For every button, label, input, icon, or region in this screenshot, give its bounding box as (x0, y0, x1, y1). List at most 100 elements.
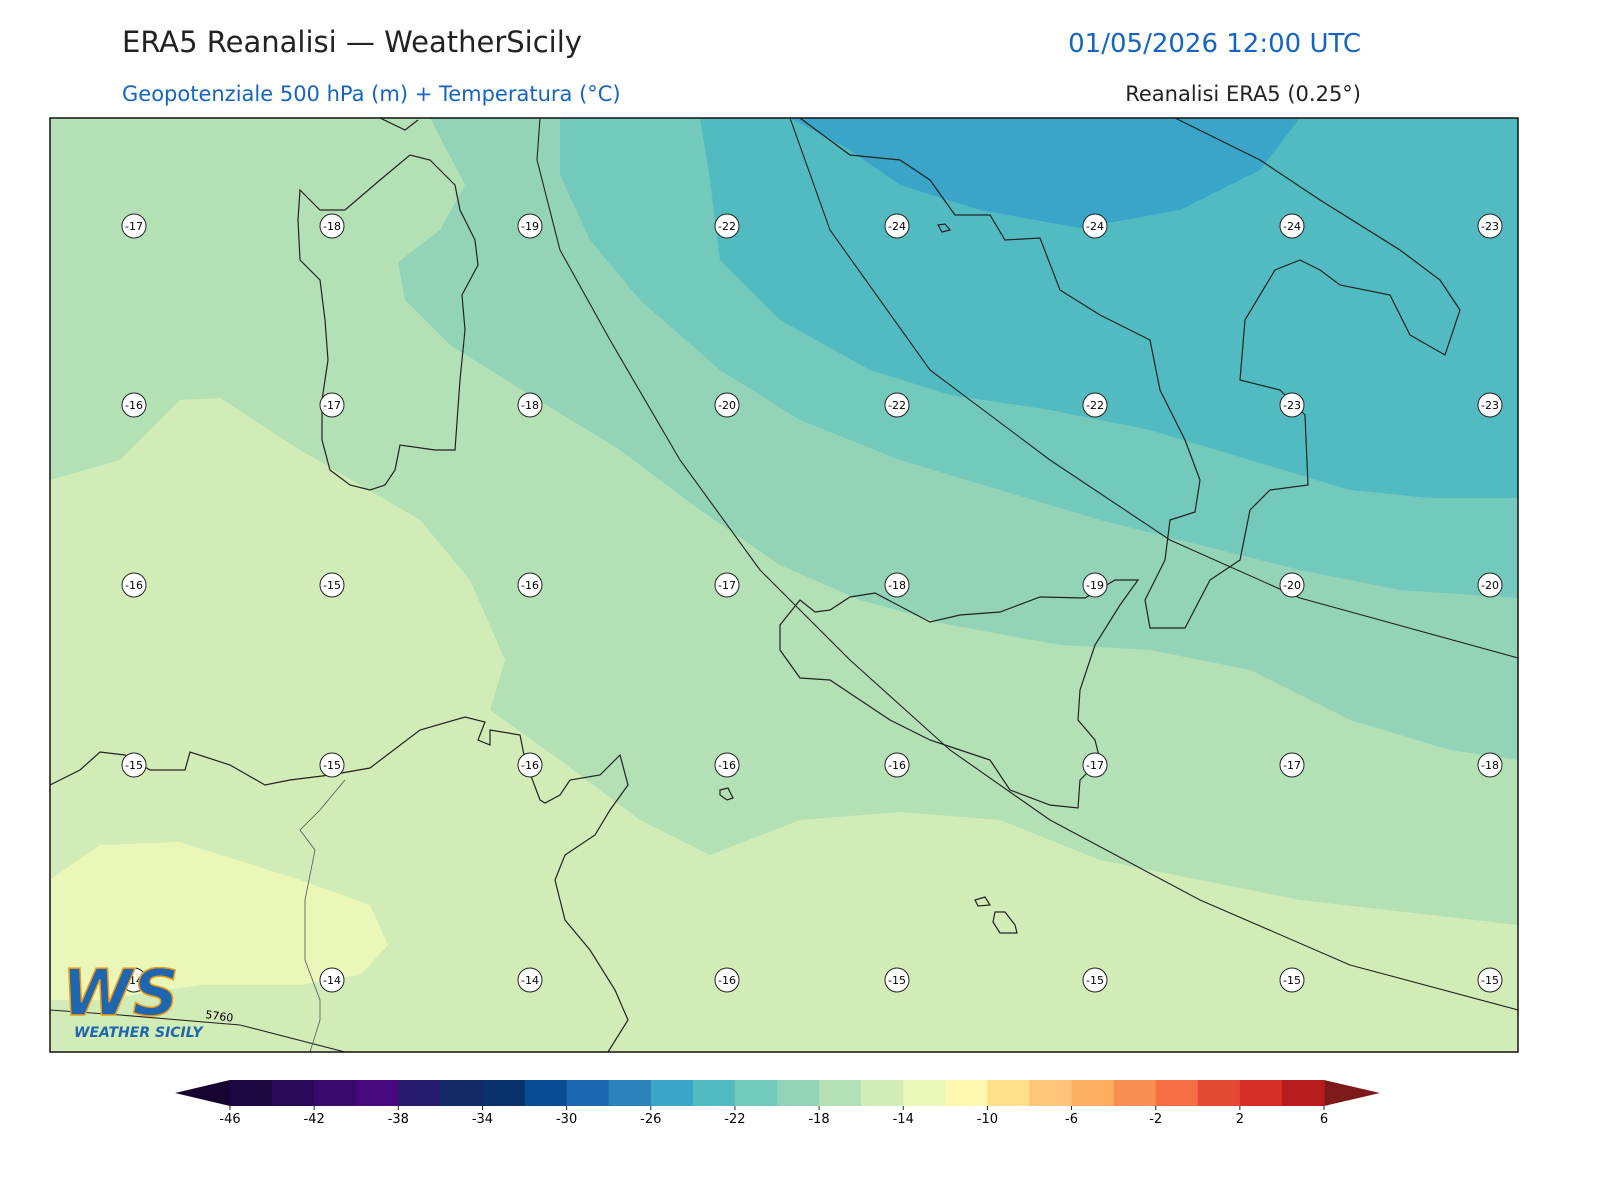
colorbar-segment (356, 1080, 399, 1106)
colorbar-segment (987, 1080, 1030, 1106)
label-circle (884, 752, 910, 778)
temperature-label: -19 (521, 220, 539, 233)
temperature-label: -24 (888, 220, 906, 233)
temperature-label: -15 (125, 759, 143, 772)
label-circle (1082, 967, 1108, 993)
field (700, 118, 1518, 498)
title: ERA5 Reanalisi — WeatherSicily (122, 25, 582, 59)
temperature-label: -20 (1283, 579, 1301, 592)
label-circle (121, 967, 147, 993)
colorbar-tick-label: -34 (472, 1112, 493, 1127)
colorbar-segment (861, 1080, 904, 1106)
logo: WS WEATHER SICILY (61, 956, 205, 1041)
label-circle (517, 392, 543, 418)
label-circle (319, 572, 345, 598)
label-circle (121, 213, 147, 239)
isohypse (789, 118, 1518, 659)
colorbar-segment (1071, 1080, 1115, 1106)
colorbar-segment (1029, 1080, 1073, 1106)
logo-caption: WEATHER SICILY (74, 1025, 205, 1041)
label-circle (1477, 752, 1503, 778)
colorbar-segment (692, 1080, 736, 1106)
label-circle (1279, 572, 1305, 598)
subtitle: Geopotenziale 500 hPa (m) + Temperatura … (122, 82, 621, 106)
field (790, 118, 1300, 228)
coastline (379, 118, 419, 131)
temperature-label: -23 (1481, 399, 1499, 412)
label-circle (1477, 213, 1503, 239)
map: 5760 -17 -18 -19 -22 -24 -24 -24 -23 -16 -17 -18 -2… (50, 118, 1518, 1052)
colorbar-segment (482, 1080, 526, 1106)
temperature-label: -17 (1086, 759, 1104, 772)
datetime: 01/05/2026 12:00 UTC (1068, 29, 1361, 59)
label-circle (1082, 572, 1108, 598)
colorbar-segment (1155, 1080, 1199, 1106)
colorbar-tick-label: -38 (388, 1112, 409, 1127)
map-frame (49, 117, 1519, 1053)
temperature-label: -18 (888, 579, 906, 592)
temperature-label: -22 (888, 399, 906, 412)
colorbar-segment (734, 1080, 778, 1106)
label-circle (1477, 967, 1503, 993)
colorbar-segment (230, 1080, 273, 1106)
label-circle (121, 392, 147, 418)
temperature-label: -24 (1086, 220, 1104, 233)
label-circle (319, 967, 345, 993)
temperature-label: -16 (718, 759, 736, 772)
colorbar-segment (440, 1080, 483, 1106)
colorbar-tick-label: -6 (1065, 1112, 1078, 1127)
temperature-label: -15 (323, 579, 341, 592)
colorbar-tick-label: 2 (1236, 1112, 1244, 1127)
colorbar-tick-label: -46 (219, 1112, 240, 1127)
colorbar-segment (1113, 1080, 1157, 1106)
label-circle (1082, 752, 1108, 778)
temperature-label: -16 (125, 579, 143, 592)
label-circle (884, 572, 910, 598)
colorbar-segment (650, 1080, 694, 1106)
colorbar-tick-label: -42 (304, 1112, 325, 1127)
colorbar: -46 -42 -38 -34 -30 -26 -22 -18 -14 -10 -6 -2 2 6 (175, 1080, 1380, 1127)
coastline (799, 118, 1461, 629)
temperature-label: -22 (718, 220, 736, 233)
temperature-label: -15 (323, 759, 341, 772)
colorbar-tick-label: -14 (893, 1112, 914, 1127)
temperature-labels: -17 -18 -19 -22 -24 -24 -24 -23 -16 -17 -18 -20 -22 -… (121, 213, 1503, 993)
colorbar-segment (819, 1080, 862, 1106)
colorbar-segment (777, 1080, 820, 1106)
label-circle (517, 752, 543, 778)
isohypse (536, 118, 1518, 1011)
label-circle (714, 572, 740, 598)
label-circle (319, 213, 345, 239)
coastline (297, 154, 479, 491)
temperature-label: -23 (1481, 220, 1499, 233)
temperature-label: -17 (718, 579, 736, 592)
temperature-label: -18 (1481, 759, 1499, 772)
label-circle (714, 752, 740, 778)
field (50, 398, 1518, 1052)
temperature-label: -16 (888, 759, 906, 772)
temperature-label: -24 (1283, 220, 1301, 233)
temperature-label: -16 (718, 974, 736, 987)
temperature-label: -20 (718, 399, 736, 412)
logo-text: WS (62, 957, 179, 1031)
label-circle (884, 213, 910, 239)
label-circle (884, 392, 910, 418)
colorbar-segment (398, 1080, 441, 1106)
colorbar-tick-label: -22 (724, 1112, 745, 1127)
temperature-label: -18 (521, 399, 539, 412)
label-circle (1477, 392, 1503, 418)
temperature-label: -15 (1086, 974, 1104, 987)
temperature-label: -16 (125, 399, 143, 412)
colorbar-segment (566, 1080, 610, 1106)
label-circle (714, 392, 740, 418)
label-circle (714, 213, 740, 239)
label-circle (1082, 213, 1108, 239)
temperature-label: -16 (521, 759, 539, 772)
colorbar-extend (1324, 1080, 1380, 1106)
label-circle (319, 392, 345, 418)
label-circle (121, 752, 147, 778)
coastline (50, 716, 629, 1052)
colorbar-tick-label: -18 (808, 1112, 829, 1127)
temperature-label: -19 (1086, 579, 1104, 592)
